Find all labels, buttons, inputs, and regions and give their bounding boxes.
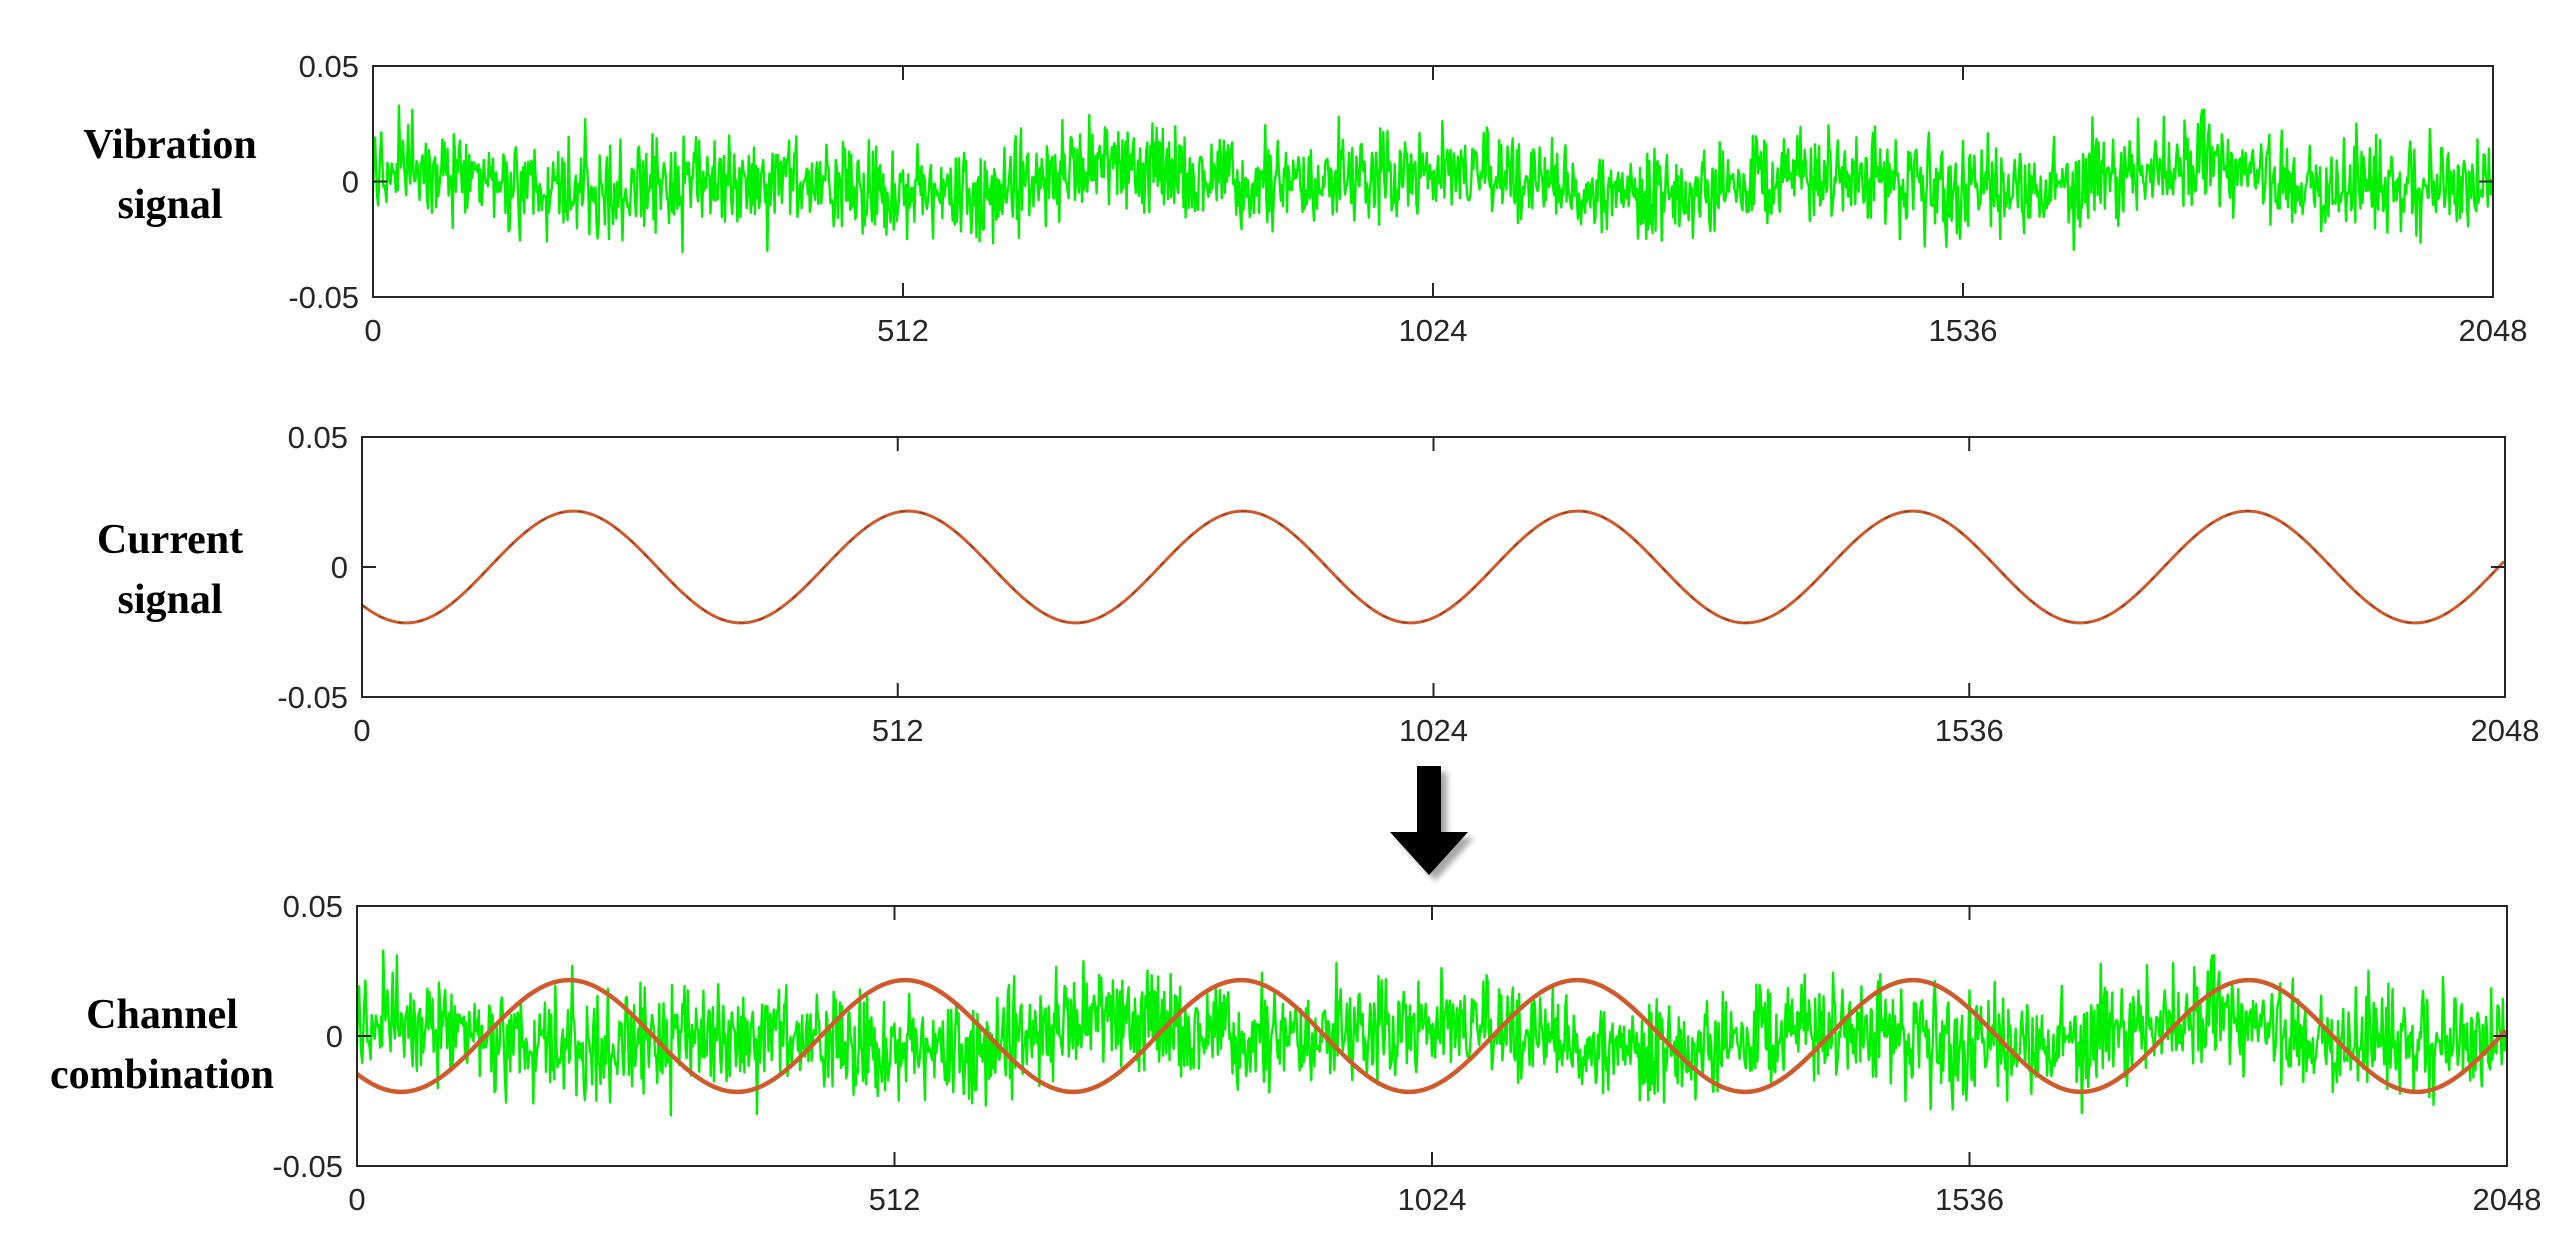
y-tick-label: 0.05 — [299, 49, 359, 84]
label-line-1: Vibration — [83, 122, 257, 168]
x-tick-label: 1536 — [1929, 313, 1998, 348]
axes-box — [361, 436, 2506, 698]
vibration-series-line — [373, 104, 2493, 254]
x-tick-label: 2048 — [2459, 313, 2528, 348]
y-tick-label: 0.05 — [283, 889, 343, 924]
x-tick-label: 512 — [872, 713, 924, 748]
vibration-signal-label: Vibration signal — [30, 115, 310, 235]
x-tick-label: 0 — [353, 713, 370, 748]
series-group — [357, 949, 2507, 1117]
label-line-2: signal — [117, 182, 223, 228]
x-tick-label: 2048 — [2473, 1182, 2542, 1217]
y-tick-label: 0 — [331, 550, 348, 585]
label-line-1: Current — [96, 517, 244, 563]
y-tick-label: -0.05 — [272, 1149, 343, 1184]
x-tick-label: 512 — [877, 313, 929, 348]
vibration-series-line — [357, 949, 2507, 1117]
x-tick-label: 1024 — [1399, 713, 1468, 748]
y-tick-label: 0 — [326, 1019, 343, 1054]
y-tick-label: -0.05 — [288, 280, 359, 315]
current-series-texture — [362, 510, 2505, 624]
current-signal-label: Current signal — [30, 510, 310, 630]
series-group — [362, 509, 2505, 625]
channel-combination-label: Channel combination — [12, 985, 312, 1105]
x-tick-label: 0 — [348, 1182, 365, 1217]
label-line-2: combination — [49, 1052, 275, 1098]
series-group — [373, 104, 2493, 254]
y-tick-label: -0.05 — [277, 680, 348, 715]
x-tick-label: 512 — [869, 1182, 921, 1217]
x-tick-label: 1024 — [1398, 1182, 1467, 1217]
label-line-1: Channel — [86, 992, 238, 1038]
x-tick-label: 0 — [364, 313, 381, 348]
down-arrow-icon — [1390, 766, 1468, 875]
x-tick-label: 1536 — [1935, 1182, 2004, 1217]
y-tick-label: 0.05 — [288, 420, 348, 455]
x-tick-label: 2048 — [2471, 713, 2540, 748]
x-tick-label: 1024 — [1399, 313, 1468, 348]
y-tick-label: 0 — [342, 165, 359, 200]
current-series-line — [357, 977, 2507, 1095]
down-arrow-shape — [1390, 766, 1468, 875]
label-line-2: signal — [117, 577, 223, 623]
x-tick-label: 1536 — [1935, 713, 2004, 748]
current-series-line — [362, 509, 2505, 625]
